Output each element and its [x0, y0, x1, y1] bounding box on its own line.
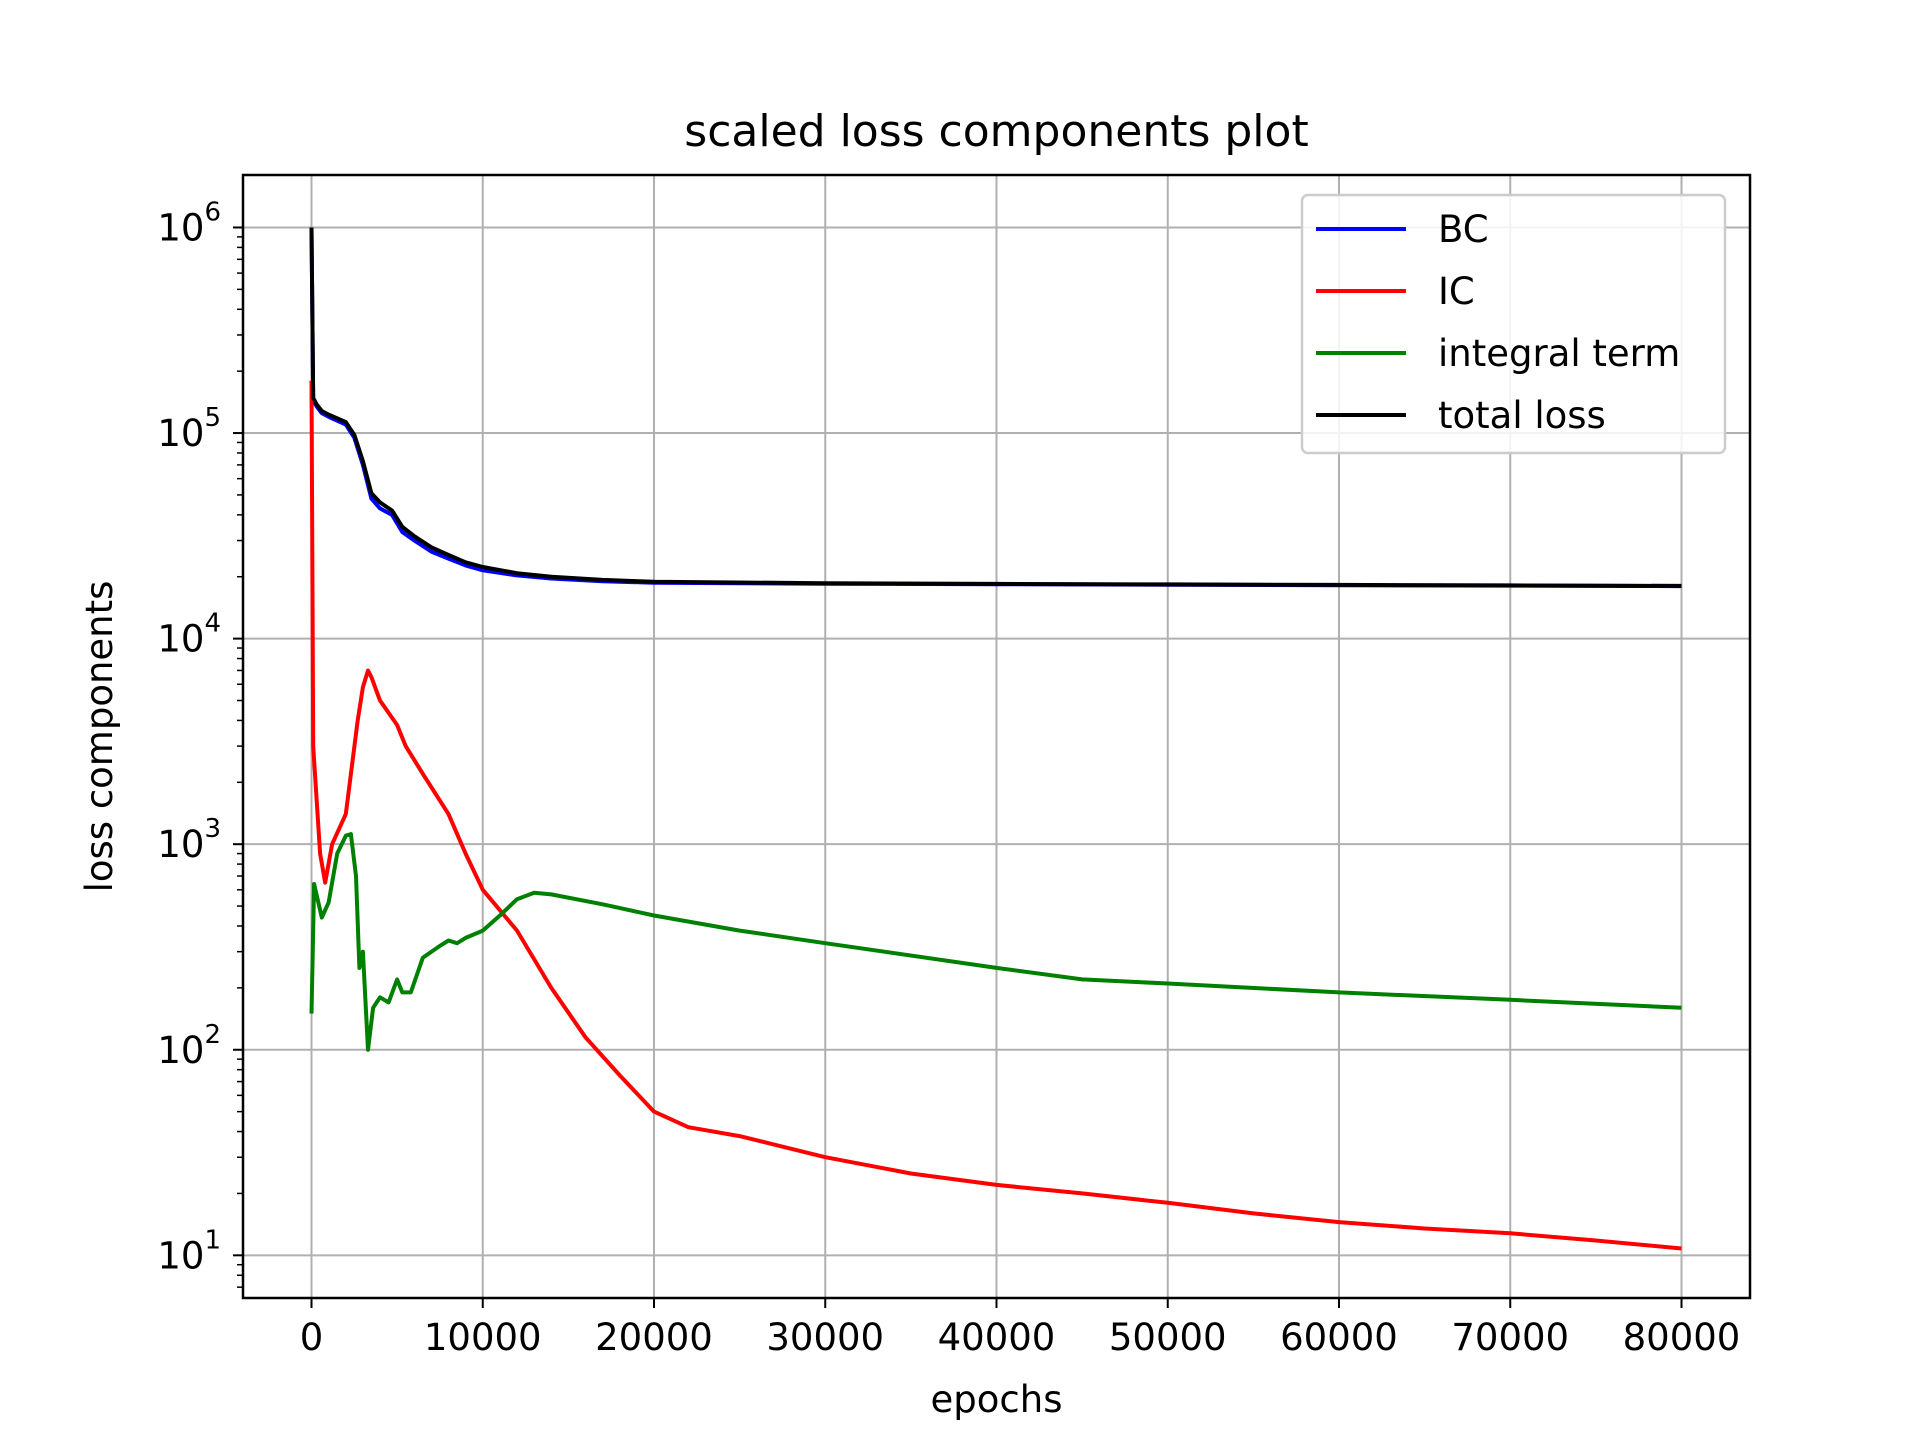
y-tick-label: 103	[157, 814, 221, 866]
x-tick-label: 80000	[1623, 1316, 1741, 1359]
series-line-ic	[309, 380, 1682, 1251]
legend-label: integral term	[1438, 332, 1680, 375]
y-tick-label: 104	[157, 609, 221, 661]
x-tick-label: 0	[300, 1316, 324, 1359]
x-tick-label: 30000	[766, 1316, 884, 1359]
y-tick-label: 102	[157, 1020, 221, 1072]
x-tick-label: 70000	[1451, 1316, 1569, 1359]
x-tick-label: 50000	[1109, 1316, 1227, 1359]
chart-title: scaled loss components plot	[684, 106, 1308, 157]
legend-label: total loss	[1438, 394, 1606, 437]
x-tick-label: 60000	[1280, 1316, 1398, 1359]
y-tick-label: 105	[157, 403, 221, 455]
legend: BC IC integral term total loss	[1300, 193, 1727, 455]
y-tick-label: 106	[157, 197, 221, 249]
series-line-total-loss	[309, 227, 1682, 588]
legend-label: IC	[1438, 270, 1475, 313]
x-tick-label: 10000	[424, 1316, 542, 1359]
x-tick-label: 20000	[595, 1316, 713, 1359]
y-tick-label: 101	[157, 1225, 221, 1277]
series-line-integral-term	[309, 832, 1682, 1052]
series-group	[309, 227, 1682, 1251]
x-axis-label: epochs	[931, 1378, 1063, 1421]
y-axis-label: loss components	[78, 581, 121, 893]
legend-label: BC	[1438, 208, 1489, 251]
legend-box	[1300, 193, 1727, 455]
x-tick-label: 40000	[938, 1316, 1056, 1359]
ticks: 0 10000 20000 30000 40000 50000 60000 70000 8000…	[157, 197, 1740, 1359]
